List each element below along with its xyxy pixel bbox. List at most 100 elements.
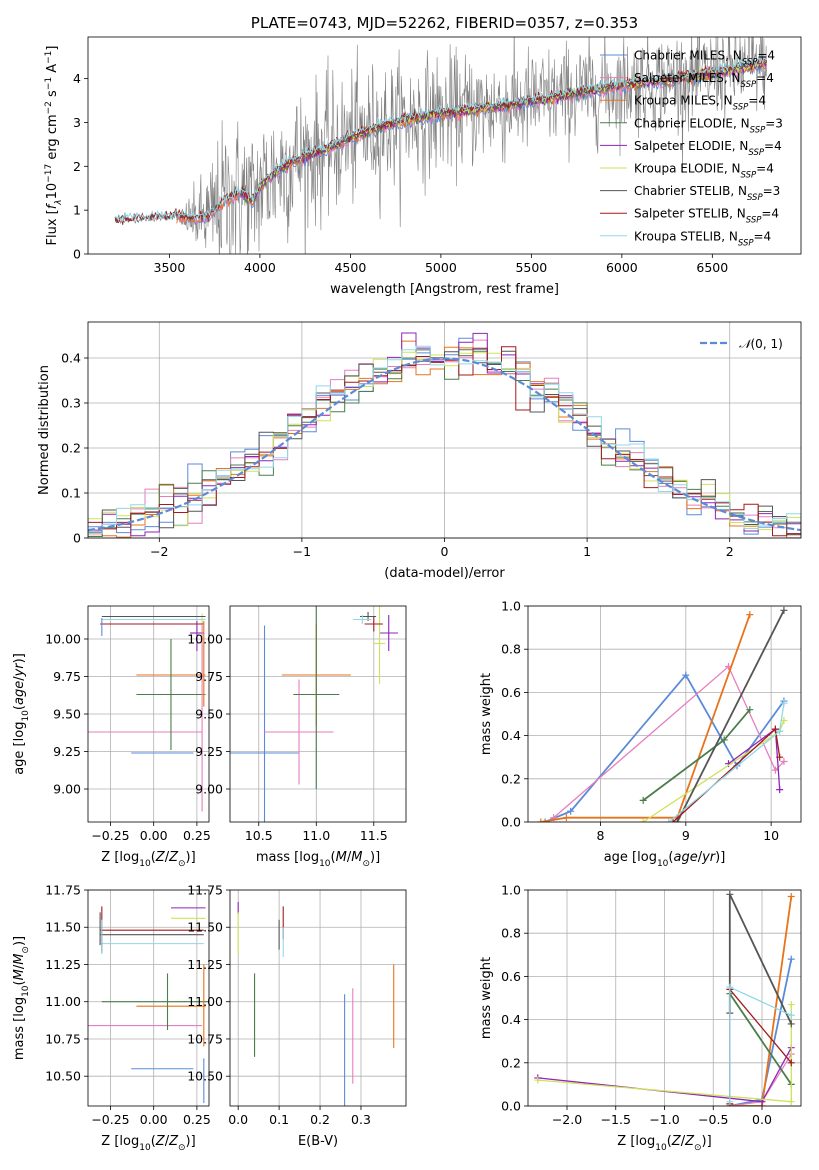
x-tick-label: 3500 <box>154 260 186 275</box>
y-tick-label: 0.4 <box>61 351 81 366</box>
legend-label: Salpeter MILES, NSSP=4 <box>634 71 774 90</box>
plot-area <box>534 890 795 1106</box>
y-tick-label: 0.1 <box>61 486 81 501</box>
age-vs-mass-panel: 10.5 11.0 11.5 9.00 9.25 9.50 9.75 10.00 mass [l… <box>187 605 407 869</box>
y-tick-label: 0.2 <box>61 441 81 456</box>
weight-series-kroupa-stelib <box>726 983 795 1106</box>
x-axis-label: E(B-V) <box>298 1134 338 1149</box>
mass-vs-metallicity-panel: −0.25 0.00 0.25 10.50 10.75 11.00 11.25 11.50 11… <box>12 883 211 1154</box>
x-tick-label: −1 <box>293 544 311 559</box>
weight-series-chabrier-elodie <box>639 706 754 804</box>
x-tick-label: −1.5 <box>601 1112 631 1127</box>
x-tick-label: 0.25 <box>183 828 211 843</box>
x-tick-label: 0.2 <box>310 1112 330 1127</box>
axes: −0.25 0.00 0.25 10.50 10.75 11.00 11.25 11.50 11… <box>12 883 211 1154</box>
y-tick-label: 9.75 <box>195 669 223 684</box>
y-tick-label: 0 <box>73 247 81 262</box>
axes: 0.0 0.1 0.2 0.3 10.50 10.75 11.00 11.25 11.50 11.… <box>187 883 407 1149</box>
plus-marker <box>720 736 728 744</box>
y-axis-label: mass weight <box>479 673 494 755</box>
x-tick-label: 2 <box>726 544 734 559</box>
x-tick-label: 0.00 <box>140 1112 168 1127</box>
y-tick-label: 0.8 <box>501 926 521 941</box>
plus-marker <box>639 796 647 804</box>
x-axis-label: wavelength [Angstrom, rest frame] <box>330 282 559 297</box>
x-tick-label: −2.0 <box>552 1112 582 1127</box>
errorbar-salpeter-elodie <box>379 615 398 651</box>
y-tick-label: 1.0 <box>501 883 521 898</box>
x-axis-label: (data-model)/error <box>384 566 505 581</box>
y-tick-label: 11.00 <box>187 994 223 1009</box>
plus-marker <box>665 818 673 822</box>
errorbar-salpeter-miles <box>264 679 334 785</box>
grid <box>528 889 801 1107</box>
axes-frame <box>87 889 210 1107</box>
plus-marker <box>787 892 795 900</box>
x-tick-label: 4500 <box>334 260 366 275</box>
plot-area <box>230 606 398 822</box>
legend-item-chabrier-elodie: Chabrier ELODIE, NSSP=3 <box>600 116 783 135</box>
plus-marker <box>771 725 779 733</box>
y-tick-label: 11.50 <box>187 920 223 935</box>
x-tick-label: −0.25 <box>91 1112 129 1127</box>
plus-marker <box>787 955 795 963</box>
spectrum-panel: 3500 4000 4500 5000 5500 6000 6500 0 1 2 3 4 PLATE=0… <box>44 14 802 297</box>
plus-marker <box>787 1000 795 1008</box>
y-axis-label: mass [log10(M/M⊙)] <box>12 936 31 1060</box>
plot-area <box>88 332 801 538</box>
weight-series-chabrier-miles <box>726 955 795 1106</box>
plus-marker <box>746 706 754 714</box>
legend-item-kroupa-miles: Kroupa MILES, NSSP=4 <box>600 94 766 113</box>
x-tick-label: 5500 <box>515 260 547 275</box>
legend-label: Kroupa STELIB, NSSP=4 <box>634 229 771 248</box>
series-line <box>540 614 751 822</box>
x-tick-label: 6000 <box>606 260 638 275</box>
axes: 10.5 11.0 11.5 9.00 9.25 9.50 9.75 10.00 mass [l… <box>187 605 407 869</box>
grid <box>230 889 406 1106</box>
y-tick-label: 0.2 <box>501 1055 521 1070</box>
errorbar-kroupa-elodie <box>373 606 386 684</box>
weight-series-kroupa-miles <box>537 611 754 822</box>
y-tick-label: 9.50 <box>195 707 223 722</box>
legend-item-salpeter-stelib: Salpeter STELIB, NSSP=4 <box>600 207 779 226</box>
axes: 8 9 10 0.0 0.2 0.4 0.6 0.8 1.0 age [log10(age/yr)… <box>479 599 802 869</box>
x-tick-label: 4000 <box>244 260 276 275</box>
legend: 𝒩(0, 1) <box>700 337 783 351</box>
y-axis-label: age [log10(age/yr)] <box>12 653 31 775</box>
y-tick-label: 9.50 <box>53 707 81 722</box>
errorbar-chabrier-miles <box>230 625 300 822</box>
weight-series-chabrier-elodie <box>726 990 795 1088</box>
plus-marker <box>639 818 647 822</box>
plot-area <box>537 606 788 822</box>
plus-marker <box>787 1098 795 1106</box>
x-tick-label: 0.3 <box>351 1112 371 1127</box>
series-line <box>676 609 785 822</box>
x-axis-label: Z [log10(Z/Z⊙)] <box>101 1134 195 1153</box>
y-tick-label: 0.6 <box>501 969 521 984</box>
y-tick-label: 0.2 <box>501 771 521 786</box>
series-line <box>729 1053 792 1106</box>
plot-area <box>237 901 395 1106</box>
weight-series-kroupa-elodie <box>534 1000 795 1106</box>
y-tick-label: 0.0 <box>501 815 521 830</box>
plot-area <box>114 37 768 254</box>
normal-reference-curve <box>88 357 801 532</box>
x-tick-label: 9 <box>682 828 690 843</box>
y-tick-label: 11.25 <box>45 957 81 972</box>
x-tick-label: 8 <box>597 828 605 843</box>
x-axis-label: mass [log10(M/M⊙)] <box>256 850 380 869</box>
legend-label: Salpeter ELODIE, NSSP=4 <box>634 139 782 158</box>
y-axis-label: mass weight <box>479 957 494 1039</box>
x-tick-label: 11.0 <box>302 828 330 843</box>
legend-item-chabrier-stelib: Chabrier STELIB, NSSP=3 <box>600 184 780 203</box>
y-tick-label: 10.50 <box>187 1069 223 1084</box>
legend-item-salpeter-miles: Salpeter MILES, NSSP=4 <box>600 71 774 90</box>
weight-series-chabrier-stelib <box>726 890 795 1028</box>
y-tick-label: 3 <box>73 115 81 130</box>
axes: −2.0 −1.5 −1.0 −0.5 0.0 0.0 0.2 0.4 0.6 0.8 1.0 Z [… <box>479 883 802 1153</box>
plus-marker <box>776 786 784 794</box>
plus-marker <box>537 818 545 822</box>
plus-marker <box>746 611 754 619</box>
x-tick-label: 10.5 <box>245 828 273 843</box>
